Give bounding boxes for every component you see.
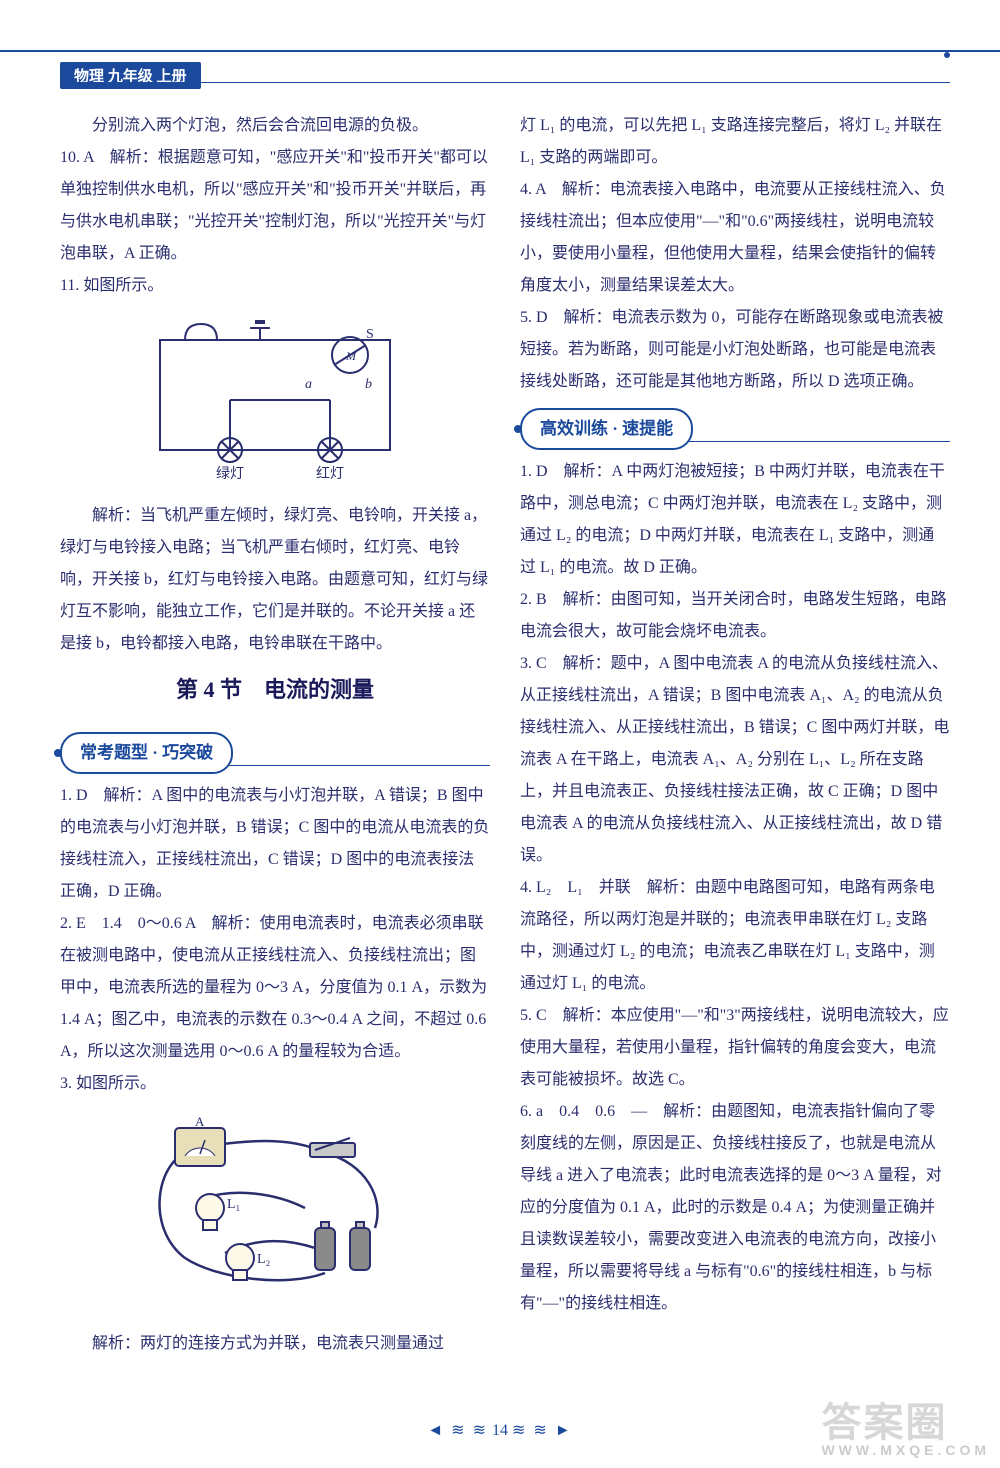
content-columns: 分别流入两个灯泡，然后会合流回电源的负极。 10. A 解析：根据题意可知，"感…	[60, 110, 950, 1390]
rq4: 4. L₂ L₁ 并联 解析：由题中电路图可知，电路有两条电流路径，所以两灯泡是…	[520, 872, 950, 1000]
header-tab: 物理 九年级 上册	[60, 62, 201, 89]
rq3: 3. C 解析：题中，A 图中电流表 A 的电流从负接线柱流入、从正接线柱流出，…	[520, 648, 950, 872]
header-underline	[60, 82, 950, 83]
page-number-value: 14	[492, 1422, 508, 1439]
page: 物理 九年级 上册 分别流入两个灯泡，然后会合流回电源的负极。 10. A 解析…	[0, 0, 1000, 1468]
r-item-4: 4. A 解析：电流表接入电路中，电流要从正接线柱流入、负接线柱流出；但本应使用…	[520, 174, 950, 302]
rq6: 6. a 0.4 0.6 — 解析：由题图知，电流表指针偏向了零刻度线的左侧，原…	[520, 1096, 950, 1320]
pill-exam-types: 常考题型 · 巧突破	[60, 732, 233, 774]
q2: 2. E 1.4 0～0.6 A 解析：使用电流表时，电流表必须串联在被测电路中…	[60, 908, 490, 1068]
cont-para: 灯 L₁ 的电流，可以先把 L₁ 支路连接完整后，将灯 L₂ 并联在 L₁ 支路…	[520, 110, 950, 174]
para: 分别流入两个灯泡，然后会合流回电源的负极。	[60, 110, 490, 142]
corner-dot	[944, 52, 950, 58]
label-S: S	[366, 327, 374, 342]
analysis-3: 解析：两灯的连接方式为并联，电流表只测量通过	[60, 1328, 490, 1360]
label-a: a	[305, 377, 312, 392]
label-b: b	[365, 377, 372, 392]
label-red: 红灯	[316, 466, 344, 480]
top-rule	[0, 50, 1000, 52]
label-ammeter: A	[195, 1114, 205, 1129]
rq5: 5. C 解析：本应使用"—"和"3"两接线柱，说明电流较大，应使用大量程，若使…	[520, 1000, 950, 1096]
q3: 3. 如图所示。	[60, 1068, 490, 1100]
left-column: 分别流入两个灯泡，然后会合流回电源的负极。 10. A 解析：根据题意可知，"感…	[60, 110, 490, 1390]
wing-right: ≋ ≋ ►	[512, 1422, 573, 1439]
q1: 1. D 解析：A 图中的电流表与小灯泡并联，A 错误；B 图中的电流表与小灯泡…	[60, 780, 490, 908]
label-L2: L₂	[257, 1252, 271, 1267]
pill-training: 高效训练 · 速提能	[520, 408, 693, 450]
item-10: 10. A 解析：根据题意可知，"感应开关"和"投币开关"都可以单独控制供水电机…	[60, 142, 490, 270]
circuit-figure-1: S M a b 绿灯 红灯	[60, 310, 490, 492]
watermark-sub: WWW.MXQE.COM	[821, 1442, 990, 1458]
label-green: 绿灯	[216, 466, 244, 480]
watermark: 答案圈 WWW.MXQE.COM	[821, 1390, 990, 1458]
r-item-5: 5. D 解析：电流表示数为 0，可能存在断路现象或电流表被短接。若为断路，则可…	[520, 302, 950, 398]
watermark-main: 答案圈	[821, 1401, 947, 1445]
section-title: 第 4 节 电流的测量	[60, 668, 490, 712]
rq1: 1. D 解析：A 中两灯泡被短接；B 中两灯并联，电流表在干路中，测总电流；C…	[520, 456, 950, 584]
right-column: 灯 L₁ 的电流，可以先把 L₁ 支路连接完整后，将灯 L₂ 并联在 L₁ 支路…	[520, 110, 950, 1390]
wing-left: ◄ ≋ ≋	[427, 1422, 488, 1439]
item-11: 11. 如图所示。	[60, 270, 490, 302]
label-L1: L₁	[227, 1197, 240, 1212]
circuit-figure-2: A L₁ L₂	[60, 1108, 490, 1320]
analysis-11: 解析：当飞机严重左倾时，绿灯亮、电铃响，开关接 a，绿灯与电铃接入电路；当飞机严…	[60, 500, 490, 660]
label-M: M	[345, 349, 357, 363]
rq2: 2. B 解析：由图可知，当开关闭合时，电路发生短路，电路电流会很大，故可能会烧…	[520, 584, 950, 648]
